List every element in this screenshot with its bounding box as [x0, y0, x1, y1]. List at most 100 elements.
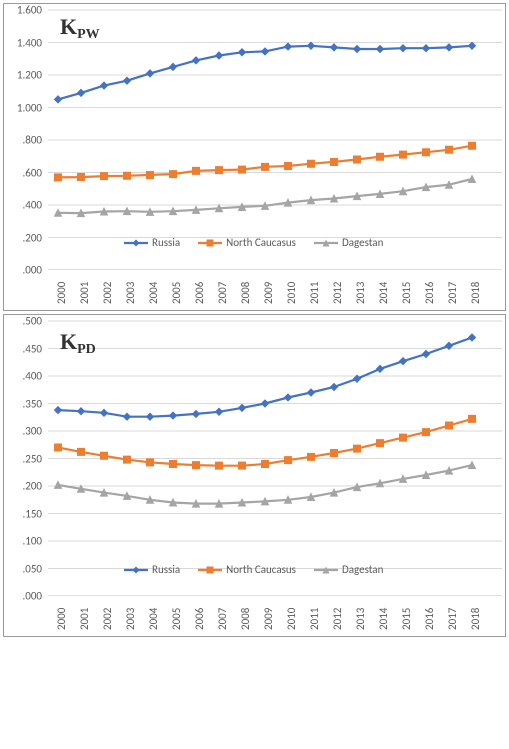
- marker-ncauc: [78, 448, 85, 455]
- marker-russia: [124, 77, 131, 84]
- y-tick-label: 1.000: [17, 101, 42, 114]
- y-tick-label: .600: [22, 166, 42, 179]
- marker-ncauc: [101, 452, 108, 459]
- y-tick-label: 1.200: [17, 69, 42, 82]
- marker-ncauc: [239, 462, 246, 469]
- marker-russia: [101, 82, 108, 89]
- x-tick-label: 2010: [285, 608, 298, 630]
- chart-title-kpw: KPW: [60, 14, 100, 43]
- legend-swatch-dagestan: [314, 238, 338, 248]
- legend-label-ncauc: North Caucasus: [226, 236, 296, 249]
- x-tick-label: 2007: [216, 608, 229, 630]
- marker-russia: [124, 413, 131, 420]
- chart-kpw: .000.200.400.600.8001.0001.2001.4001.600…: [3, 3, 506, 311]
- marker-ncauc: [124, 172, 131, 179]
- marker-russia: [285, 394, 292, 401]
- marker-ncauc: [216, 462, 223, 469]
- marker-ncauc: [55, 444, 62, 451]
- marker-russia: [101, 409, 108, 416]
- x-tick-label: 2001: [78, 608, 91, 630]
- x-tick-label: 2010: [285, 282, 298, 304]
- y-tick-label: .400: [22, 370, 42, 383]
- chart-title-kpd: KPD: [60, 329, 96, 358]
- marker-russia: [147, 413, 154, 420]
- marker-russia: [78, 408, 85, 415]
- x-tick-label: 2016: [423, 608, 436, 630]
- marker-ncauc: [285, 163, 292, 170]
- y-tick-label: .450: [22, 342, 42, 355]
- marker-ncauc: [285, 457, 292, 464]
- title-sub: PW: [77, 27, 100, 42]
- marker-ncauc: [354, 445, 361, 452]
- legend-label-russia: Russia: [152, 236, 180, 249]
- marker-russia: [170, 63, 177, 70]
- marker-russia: [377, 46, 384, 53]
- legend: Russia North Caucasus Dagestan: [124, 236, 383, 249]
- y-tick-label: .200: [22, 231, 42, 244]
- marker-ncauc: [239, 166, 246, 173]
- marker-ncauc: [331, 450, 338, 457]
- marker-russia: [147, 70, 154, 77]
- marker-russia: [423, 351, 430, 358]
- legend-label-dagestan: Dagestan: [342, 236, 383, 249]
- x-tick-label: 2015: [400, 282, 413, 304]
- x-tick-label: 2001: [78, 282, 91, 304]
- marker-ncauc: [216, 167, 223, 174]
- marker-russia: [469, 42, 476, 49]
- x-tick-label: 2004: [147, 608, 160, 630]
- marker-ncauc: [55, 174, 62, 181]
- marker-russia: [354, 46, 361, 53]
- legend-item-ncauc: North Caucasus: [198, 563, 296, 576]
- marker-russia: [78, 89, 85, 96]
- y-axis: .000.200.400.600.8001.0001.2001.4001.600: [4, 4, 46, 270]
- marker-ncauc: [308, 453, 315, 460]
- x-tick-label: 2008: [239, 608, 252, 630]
- x-tick-label: 2009: [262, 282, 275, 304]
- x-tick-label: 2014: [377, 608, 390, 630]
- x-tick-label: 2016: [423, 282, 436, 304]
- marker-ncauc: [101, 173, 108, 180]
- marker-ncauc: [469, 415, 476, 422]
- marker-russia: [55, 96, 62, 103]
- x-axis: 2000200120022003200420052006200720082009…: [4, 270, 505, 310]
- marker-ncauc: [78, 174, 85, 181]
- title-main: K: [60, 329, 77, 354]
- x-tick-label: 2007: [216, 282, 229, 304]
- marker-ncauc: [446, 422, 453, 429]
- marker-russia: [469, 334, 476, 341]
- x-tick-label: 2002: [101, 608, 114, 630]
- marker-ncauc: [377, 440, 384, 447]
- marker-russia: [216, 52, 223, 59]
- marker-ncauc: [147, 171, 154, 178]
- x-tick-label: 2018: [469, 608, 482, 630]
- x-tick-label: 2017: [446, 282, 459, 304]
- legend-swatch-russia: [124, 238, 148, 248]
- marker-ncauc: [170, 461, 177, 468]
- x-tick-label: 2000: [55, 282, 68, 304]
- plot-svg: [4, 4, 505, 270]
- x-tick-label: 2012: [331, 282, 344, 304]
- y-axis: .000.050.100.150.200.250.300.350.400.450…: [4, 315, 46, 596]
- marker-russia: [239, 49, 246, 56]
- y-tick-label: 1.400: [17, 36, 42, 49]
- legend-swatch-ncauc: [198, 238, 222, 248]
- marker-russia: [400, 45, 407, 52]
- legend-swatch-russia: [124, 565, 148, 575]
- y-tick-label: .500: [22, 315, 42, 328]
- marker-russia: [262, 400, 269, 407]
- x-tick-label: 2002: [101, 282, 114, 304]
- marker-ncauc: [354, 156, 361, 163]
- y-tick-label: .050: [22, 562, 42, 575]
- x-tick-label: 2018: [469, 282, 482, 304]
- x-tick-label: 2013: [354, 608, 367, 630]
- marker-russia: [262, 48, 269, 55]
- marker-russia: [170, 412, 177, 419]
- x-tick-label: 2006: [193, 608, 206, 630]
- marker-russia: [331, 44, 338, 51]
- marker-ncauc: [262, 461, 269, 468]
- y-tick-label: 1.600: [17, 4, 42, 17]
- legend-label-ncauc: North Caucasus: [226, 563, 296, 576]
- x-tick-label: 2003: [124, 282, 137, 304]
- x-tick-label: 2013: [354, 282, 367, 304]
- title-sub: PD: [77, 342, 96, 357]
